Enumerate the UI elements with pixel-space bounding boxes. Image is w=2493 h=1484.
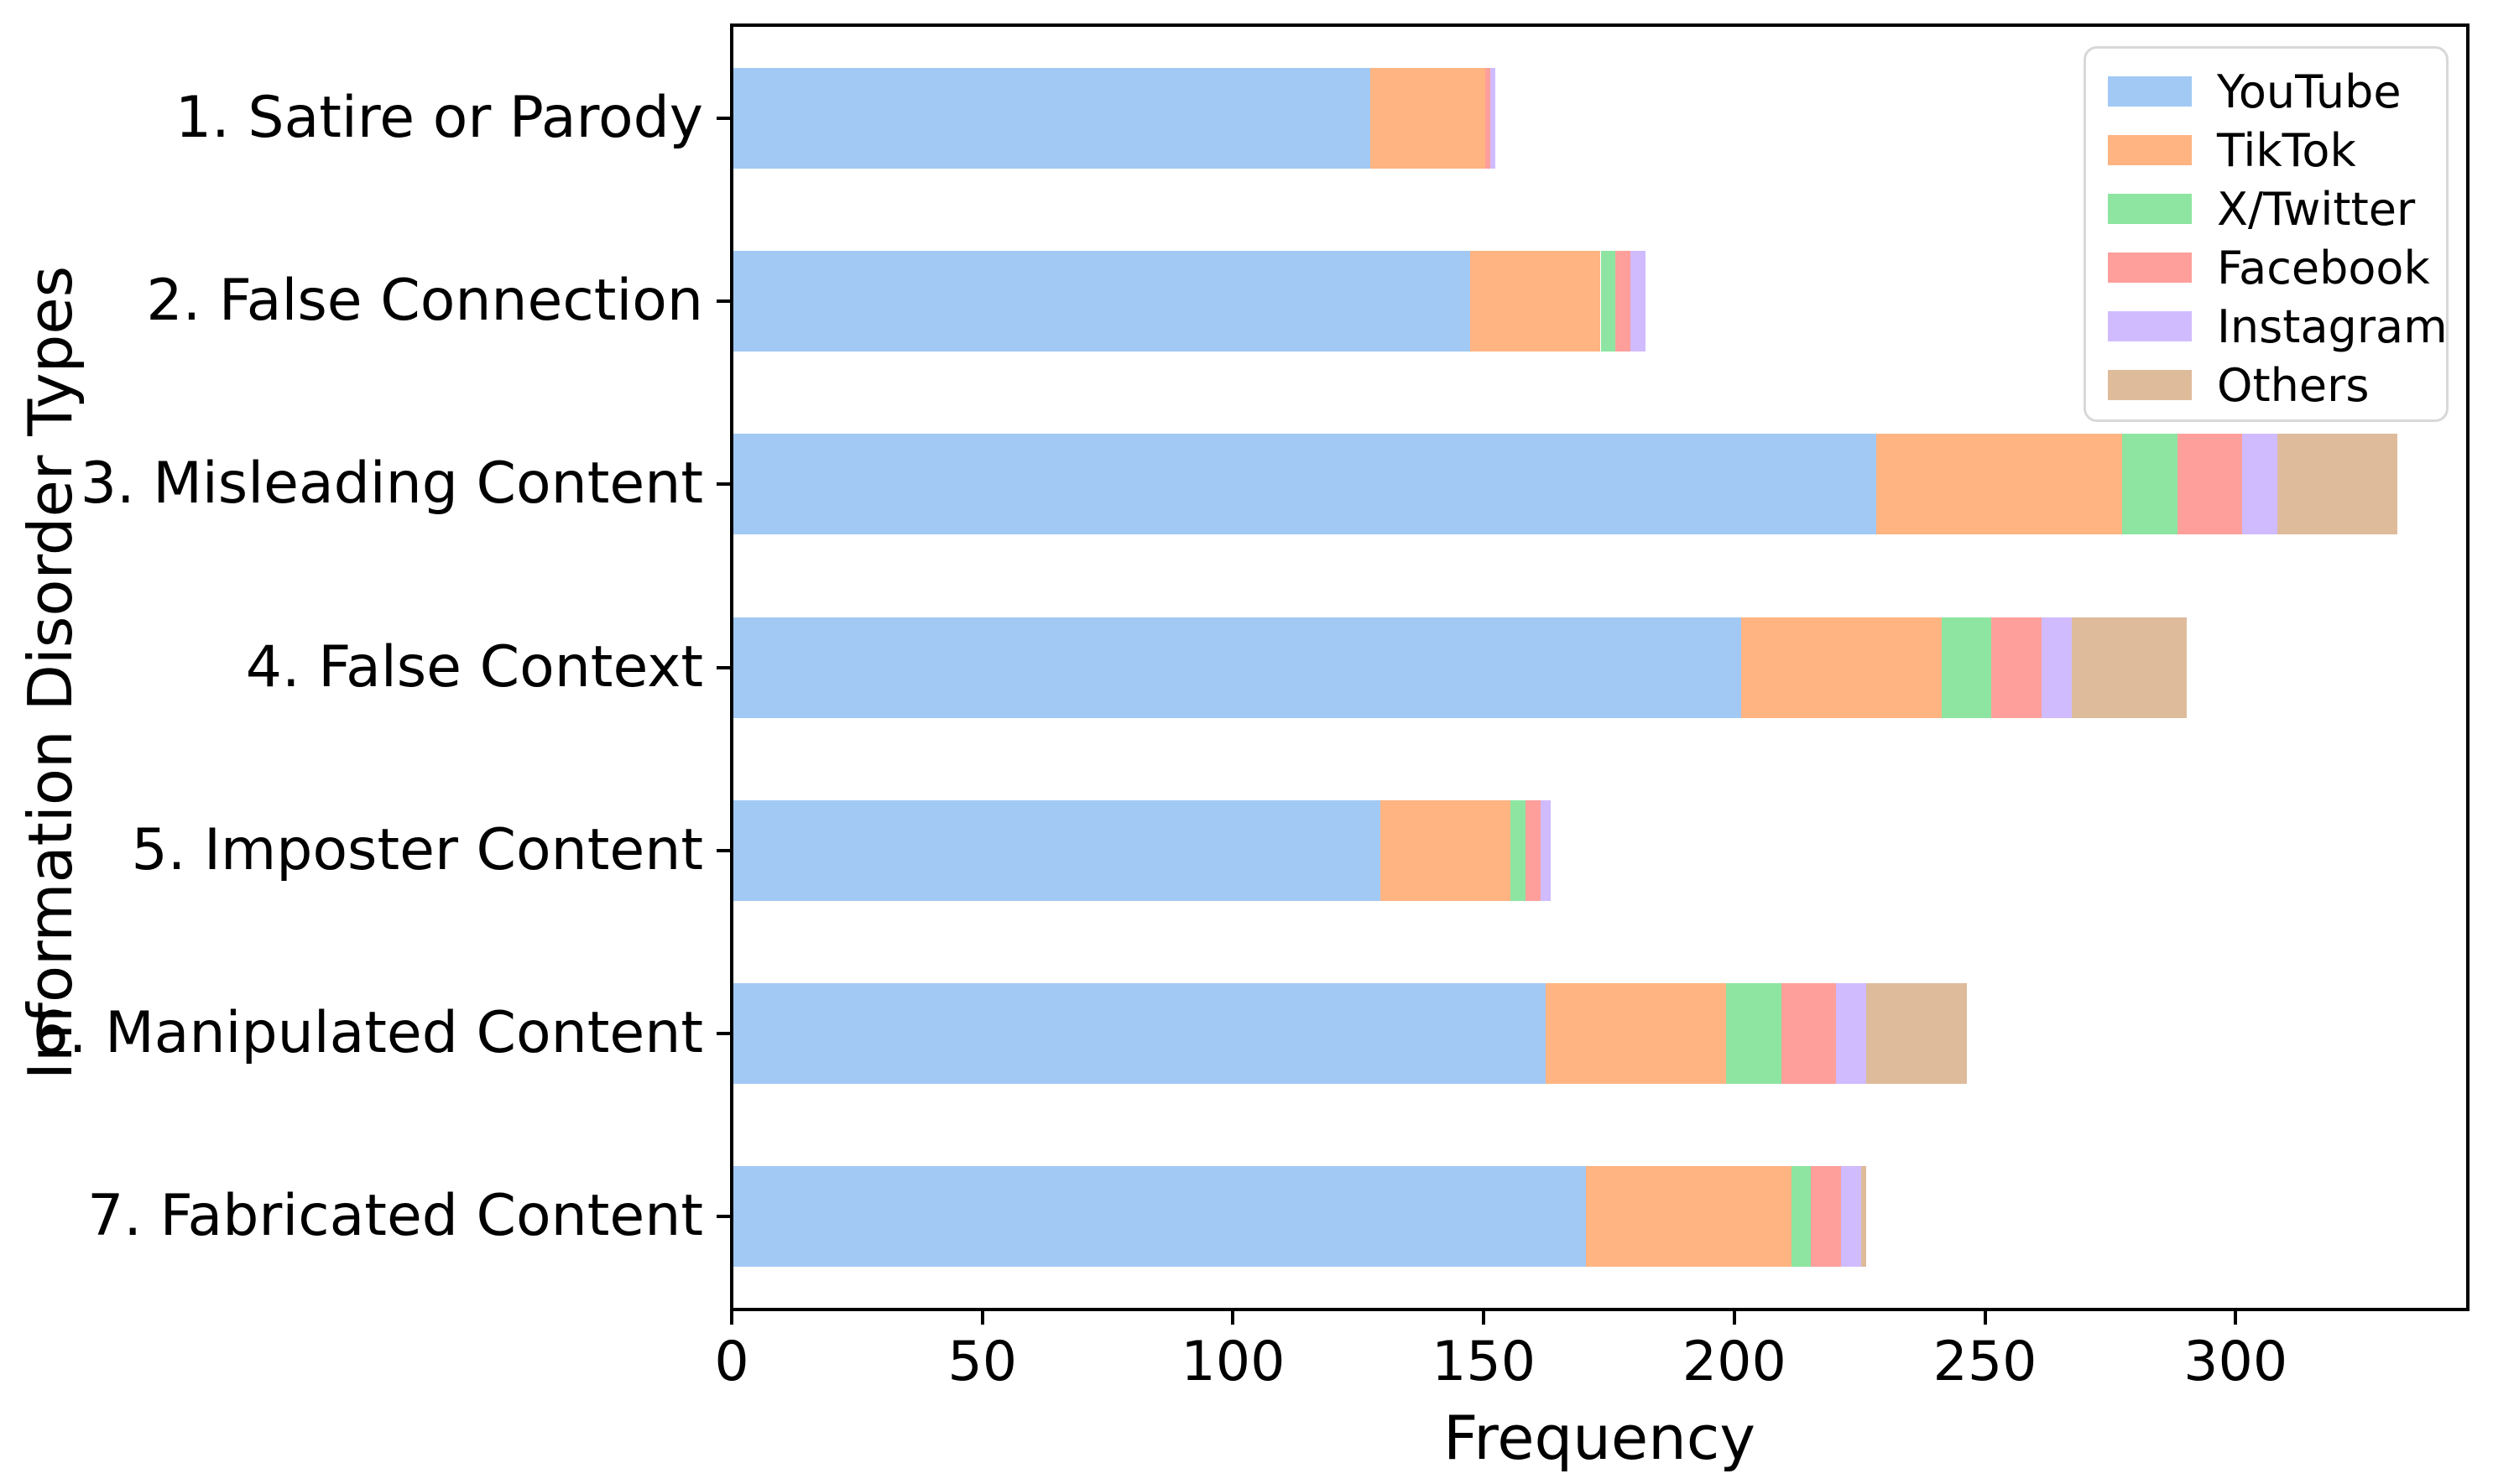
bar-segment-facebook bbox=[1615, 251, 1631, 352]
x-tick-label: 150 bbox=[1432, 1330, 1536, 1393]
x-tick-mark bbox=[1231, 1311, 1235, 1325]
legend-entry-others: Others bbox=[2108, 356, 2446, 414]
bar-segment-instagram bbox=[1841, 1165, 1862, 1267]
bar-segment-others bbox=[2072, 617, 2188, 718]
legend-entry-tiktok: TikTok bbox=[2108, 121, 2446, 180]
bar-segment-youtube bbox=[733, 251, 1471, 352]
legend-label-youtube: YouTube bbox=[2217, 65, 2402, 118]
bar-segment-youtube bbox=[733, 1165, 1586, 1267]
y-tick-mark bbox=[717, 1031, 730, 1035]
bar-segment-tiktok bbox=[1876, 434, 2122, 535]
bar-segment-instagram bbox=[1630, 251, 1646, 352]
y-tick-label-4-false-context: 4. False Context bbox=[245, 633, 703, 700]
y-tick-mark bbox=[717, 848, 730, 852]
x-tick-label: 50 bbox=[947, 1330, 1018, 1393]
legend-label-tiktok: TikTok bbox=[2217, 123, 2356, 177]
y-tick-mark bbox=[717, 1214, 730, 1218]
legend-label-instagram: Instagram bbox=[2217, 299, 2448, 353]
bar-segment-instagram bbox=[1540, 799, 1551, 901]
bar-segment-facebook bbox=[1991, 617, 2042, 718]
legend-entry-youtube: YouTube bbox=[2108, 62, 2446, 121]
bar-segment-instagram bbox=[2242, 434, 2277, 535]
y-axis-title: Information Disorder Types bbox=[15, 265, 86, 1080]
bar-segment-others bbox=[1866, 982, 1967, 1084]
bar-3-misleading-content bbox=[733, 434, 2466, 535]
x-tick-mark bbox=[2234, 1311, 2238, 1325]
bar-2-false-connection bbox=[733, 251, 2466, 352]
legend-entry-x-twitter: X/Twitter bbox=[2108, 180, 2446, 238]
bar-segment-x-twitter bbox=[2121, 434, 2177, 535]
bar-segment-youtube bbox=[733, 617, 1741, 718]
bar-5-imposter-content bbox=[733, 799, 2466, 901]
x-tick-mark bbox=[1732, 1311, 1736, 1325]
bar-segment-tiktok bbox=[1740, 617, 1942, 718]
legend-swatch-x-twitter bbox=[2108, 194, 2192, 224]
legend-swatch-youtube bbox=[2108, 76, 2192, 107]
bar-segment-x-twitter bbox=[1791, 1165, 1812, 1267]
bar-segment-tiktok bbox=[1470, 251, 1601, 352]
x-axis-title: Frequency bbox=[1443, 1403, 1755, 1473]
x-tick-mark bbox=[980, 1311, 984, 1325]
y-tick-label-6-manipulated-content: 6. Manipulated Content bbox=[32, 999, 703, 1066]
y-tick-label-5-imposter-content: 5. Imposter Content bbox=[131, 816, 704, 883]
y-tick-label-1-satire-or-parody: 1. Satire or Parody bbox=[175, 85, 703, 152]
bar-segment-facebook bbox=[1811, 1165, 1842, 1267]
bar-6-manipulated-content bbox=[733, 982, 2466, 1084]
legend-label-facebook: Facebook bbox=[2217, 241, 2430, 294]
bar-segment-youtube bbox=[733, 799, 1380, 901]
x-tick-mark bbox=[730, 1311, 733, 1325]
y-tick-label-7-fabricated-content: 7. Fabricated Content bbox=[87, 1182, 703, 1249]
y-tick-mark bbox=[717, 665, 730, 669]
x-tick-mark bbox=[1983, 1311, 1987, 1325]
x-tick-label: 100 bbox=[1181, 1330, 1286, 1393]
legend: YouTube TikTok X/Twitter Facebook Instagram O… bbox=[2084, 46, 2449, 422]
bar-segment-others bbox=[2277, 434, 2398, 535]
legend-swatch-tiktok bbox=[2108, 135, 2192, 165]
bar-segment-x-twitter bbox=[1600, 251, 1616, 352]
bar-segment-instagram bbox=[1490, 68, 1496, 169]
bar-segment-tiktok bbox=[1369, 68, 1486, 169]
bar-segment-x-twitter bbox=[1725, 982, 1781, 1084]
bar-segment-instagram bbox=[1836, 982, 1867, 1084]
y-tick-mark bbox=[717, 117, 730, 121]
legend-swatch-facebook bbox=[2108, 253, 2192, 283]
y-tick-label-2-false-connection: 2. False Connection bbox=[146, 268, 703, 335]
y-tick-mark bbox=[717, 299, 730, 304]
legend-label-x-twitter: X/Twitter bbox=[2217, 182, 2416, 236]
bar-segment-tiktok bbox=[1545, 982, 1726, 1084]
bar-segment-tiktok bbox=[1585, 1165, 1792, 1267]
x-tick-label: 200 bbox=[1682, 1330, 1786, 1393]
x-tick-label: 0 bbox=[714, 1330, 749, 1393]
bar-segment-facebook bbox=[1485, 68, 1491, 169]
legend-swatch-instagram bbox=[2108, 311, 2192, 341]
bar-segment-facebook bbox=[1525, 799, 1541, 901]
y-tick-mark bbox=[717, 482, 730, 487]
bar-7-fabricated-content bbox=[733, 1165, 2466, 1267]
bar-segment-youtube bbox=[733, 68, 1370, 169]
bar-segment-instagram bbox=[2042, 617, 2073, 718]
x-tick-label: 250 bbox=[1932, 1330, 2037, 1393]
bar-segment-tiktok bbox=[1379, 799, 1510, 901]
legend-entry-instagram: Instagram bbox=[2108, 297, 2448, 356]
legend-entry-facebook: Facebook bbox=[2108, 238, 2446, 297]
bar-1-satire-or-parody bbox=[733, 68, 2466, 169]
bar-segment-youtube bbox=[733, 982, 1546, 1084]
bar-segment-others bbox=[1861, 1165, 1867, 1267]
bar-segment-x-twitter bbox=[1510, 799, 1526, 901]
bar-4-false-context bbox=[733, 617, 2466, 718]
legend-swatch-others bbox=[2108, 370, 2192, 400]
bar-segment-x-twitter bbox=[1941, 617, 1992, 718]
bar-segment-youtube bbox=[733, 434, 1877, 535]
y-tick-label-3-misleading-content: 3. Misleading Content bbox=[80, 450, 703, 518]
x-tick-mark bbox=[1482, 1311, 1486, 1325]
bar-segment-facebook bbox=[1781, 982, 1837, 1084]
bar-segment-facebook bbox=[2177, 434, 2243, 535]
x-tick-label: 300 bbox=[2183, 1330, 2288, 1393]
legend-label-others: Others bbox=[2217, 358, 2370, 412]
